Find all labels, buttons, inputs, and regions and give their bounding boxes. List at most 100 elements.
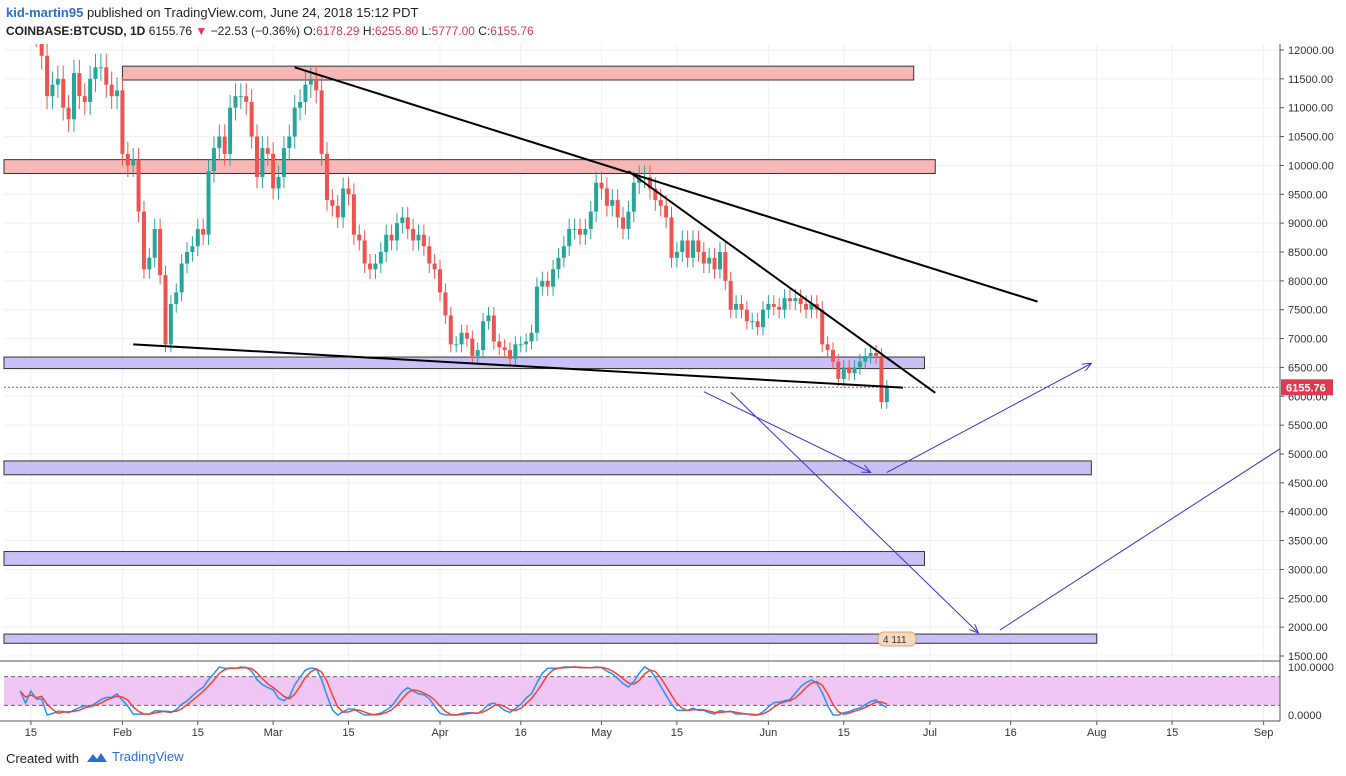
trendline bbox=[627, 170, 936, 394]
candle-body bbox=[857, 361, 862, 368]
time-tick-label: Mar bbox=[264, 727, 283, 739]
candle-body bbox=[319, 90, 324, 154]
support-zone bbox=[3, 633, 1098, 644]
candle-body bbox=[631, 182, 636, 212]
price-axis[interactable]: 12000.00 11500.00 11000.00 10500.00 10000.00… bbox=[1279, 44, 1346, 721]
stoch-band bbox=[4, 676, 1280, 706]
author-link[interactable]: kid-martin95 bbox=[6, 5, 84, 20]
candle-body bbox=[61, 78, 66, 108]
footer: Created with TradingView bbox=[0, 741, 1346, 776]
candle-body bbox=[647, 176, 652, 189]
candle-body bbox=[491, 315, 496, 342]
resistance-zone bbox=[3, 159, 936, 175]
candle-body bbox=[825, 344, 830, 351]
candle-body bbox=[244, 96, 249, 102]
time-tick-label: 16 bbox=[1004, 727, 1016, 739]
candle-body bbox=[750, 321, 755, 323]
candle-body bbox=[432, 263, 437, 270]
candle-body bbox=[701, 252, 706, 264]
price-tick-label: 10000.00 bbox=[1288, 160, 1334, 172]
candle-body bbox=[324, 153, 329, 201]
candle-body bbox=[115, 90, 120, 97]
candle-body bbox=[55, 78, 60, 85]
price-tick-label: 11500.00 bbox=[1288, 74, 1333, 86]
candle-body bbox=[481, 321, 486, 351]
candle-body bbox=[626, 211, 631, 229]
candle-body bbox=[238, 96, 243, 98]
price-tick-label: 5000.00 bbox=[1288, 449, 1328, 461]
candle-body bbox=[804, 303, 809, 310]
candle-body bbox=[454, 344, 459, 346]
candle-body bbox=[308, 78, 313, 85]
candle-body bbox=[540, 280, 545, 287]
price-tick-label: 4500.00 bbox=[1288, 478, 1328, 490]
candle-body bbox=[411, 228, 416, 241]
candle-body bbox=[93, 67, 98, 79]
candle-body bbox=[793, 298, 798, 302]
trendlines bbox=[133, 66, 1038, 394]
candle-body bbox=[691, 240, 696, 258]
candle-body bbox=[615, 200, 620, 218]
candle-body bbox=[427, 246, 432, 264]
last-price-label: 6155.76 bbox=[1286, 382, 1326, 394]
trendline bbox=[294, 66, 1038, 303]
price-tick-label: 9500.00 bbox=[1288, 189, 1328, 201]
support-zone bbox=[3, 551, 925, 566]
candle-body bbox=[621, 217, 626, 229]
price-tick-label: 8000.00 bbox=[1288, 276, 1328, 288]
candle-body bbox=[841, 367, 846, 379]
down-triangle-icon: ▼ bbox=[195, 24, 208, 38]
candle-body bbox=[66, 107, 71, 120]
candle-body bbox=[524, 341, 529, 345]
price-tick-label: 8500.00 bbox=[1288, 247, 1328, 259]
candle-body bbox=[158, 228, 163, 276]
candle-body bbox=[131, 159, 136, 166]
candle-body bbox=[185, 252, 190, 264]
candle-body bbox=[45, 55, 50, 97]
candle-body bbox=[798, 298, 803, 304]
support-zone bbox=[3, 460, 1092, 476]
candle-body bbox=[707, 257, 712, 264]
chart-grid bbox=[4, 44, 1280, 721]
candle-body bbox=[470, 338, 475, 356]
stochastic-panel: 100.0000 0.0000 4 111 bbox=[0, 631, 1346, 722]
time-tick-label: 15 bbox=[1166, 727, 1178, 739]
candle-body bbox=[771, 303, 776, 307]
candle-body bbox=[497, 341, 502, 348]
created-with-text: Created with bbox=[6, 751, 79, 766]
projection-arrow bbox=[999, 428, 1312, 631]
candle-body bbox=[809, 303, 814, 310]
candle-body bbox=[820, 309, 825, 345]
candle-body bbox=[276, 176, 281, 189]
time-tick-label: Feb bbox=[113, 727, 132, 739]
time-axis[interactable]: 15 Feb 15 Mar 15 Apr 16 May 15 Jun 15 Jul 16 Aug 15 Sep bbox=[0, 720, 1346, 741]
indicator-badge-label: 4 111 bbox=[883, 635, 907, 646]
price-chart[interactable]: 12000.00 11500.00 11000.00 10500.00 10000.00… bbox=[0, 44, 1346, 741]
candle-body bbox=[879, 355, 884, 403]
candle-body bbox=[168, 303, 173, 345]
candle-body bbox=[195, 228, 200, 247]
candle-body bbox=[669, 217, 674, 258]
candle-body bbox=[201, 228, 206, 235]
tradingview-logo[interactable]: TradingView bbox=[86, 749, 184, 764]
candle-body bbox=[405, 217, 410, 229]
low-label: L: bbox=[421, 24, 432, 38]
candle-body bbox=[567, 228, 572, 247]
candle-body bbox=[534, 286, 539, 333]
price-tick-label: 7500.00 bbox=[1288, 305, 1328, 317]
publish-line: kid-martin95 published on TradingView.co… bbox=[6, 5, 418, 20]
candle-body bbox=[556, 257, 561, 270]
stoch-d-line bbox=[19, 666, 888, 716]
candle-body bbox=[443, 292, 448, 316]
candle-body bbox=[314, 78, 319, 91]
chart-header: kid-martin95 published on TradingView.co… bbox=[0, 0, 1346, 44]
candle-body bbox=[400, 217, 405, 224]
candle-body bbox=[260, 148, 265, 177]
candle-body bbox=[868, 353, 873, 356]
candle-body bbox=[761, 309, 766, 328]
price-tick-label: 7000.00 bbox=[1288, 334, 1328, 346]
projection-arrow bbox=[703, 391, 871, 473]
candle-body bbox=[373, 263, 378, 270]
candle-body bbox=[459, 332, 464, 345]
candle-body bbox=[847, 367, 852, 374]
